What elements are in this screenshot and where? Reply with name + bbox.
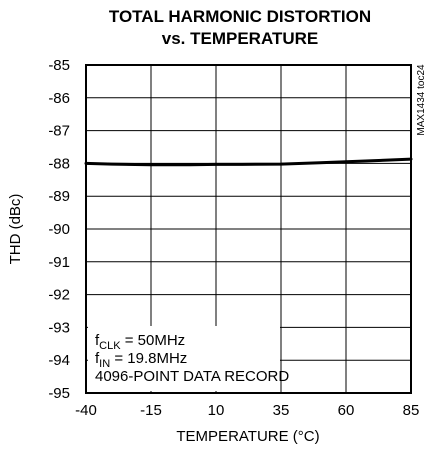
x-tick-label: -15 bbox=[140, 402, 162, 419]
y-tick-label: -85 bbox=[48, 57, 70, 74]
y-tick-label: -93 bbox=[48, 319, 70, 336]
chart-title-line2: vs. TEMPERATURE bbox=[162, 29, 319, 48]
annotation-fin-sub: IN bbox=[99, 358, 110, 370]
figure-code: MAX1434 toc24 bbox=[416, 64, 427, 136]
x-axis-label: TEMPERATURE (°C) bbox=[176, 428, 319, 445]
annotation-box: fCLK = 50MHz fIN = 19.8MHz 4096-POINT DA… bbox=[88, 326, 289, 391]
annotation-record: 4096-POINT DATA RECORD bbox=[95, 368, 289, 385]
y-tick-label: -86 bbox=[48, 90, 70, 107]
annotation-fin-main: f bbox=[95, 350, 100, 367]
y-tick-label: -95 bbox=[48, 385, 70, 402]
annotation-fin-rest: = 19.8MHz bbox=[110, 350, 187, 367]
annotation-fclk-rest: = 50MHz bbox=[121, 332, 186, 349]
annotation-background bbox=[88, 326, 280, 391]
chart-title-line1: TOTAL HARMONIC DISTORTION bbox=[109, 7, 371, 26]
x-tick-labels: -40 -15 10 35 60 85 bbox=[75, 402, 419, 419]
annotation-fin: fIN = 19.8MHz bbox=[95, 350, 187, 370]
y-tick-label: -90 bbox=[48, 221, 70, 238]
annotation-fclk-main: f bbox=[95, 332, 100, 349]
x-tick-label: 35 bbox=[273, 402, 290, 419]
y-tick-label: -94 bbox=[48, 352, 70, 369]
x-tick-label: 85 bbox=[403, 402, 420, 419]
y-tick-label: -91 bbox=[48, 254, 70, 271]
y-tick-labels: -85 -86 -87 -88 -89 -90 -91 -92 -93 -94 -95 bbox=[48, 57, 70, 402]
plot-frame bbox=[85, 64, 412, 394]
annotation-fclk-sub: CLK bbox=[99, 340, 121, 352]
y-tick-label: -89 bbox=[48, 188, 70, 205]
y-tick-label: -92 bbox=[48, 287, 70, 304]
x-tick-label: 60 bbox=[338, 402, 355, 419]
x-tick-label: -40 bbox=[75, 402, 97, 419]
y-tick-label: -87 bbox=[48, 123, 70, 140]
x-tick-label: 10 bbox=[208, 402, 225, 419]
y-tick-label: -88 bbox=[48, 155, 70, 172]
series-line bbox=[84, 157, 413, 167]
series-layer bbox=[84, 157, 413, 167]
y-axis-label: THD (dBc) bbox=[7, 194, 24, 265]
annotation-fclk: fCLK = 50MHz bbox=[95, 332, 185, 352]
